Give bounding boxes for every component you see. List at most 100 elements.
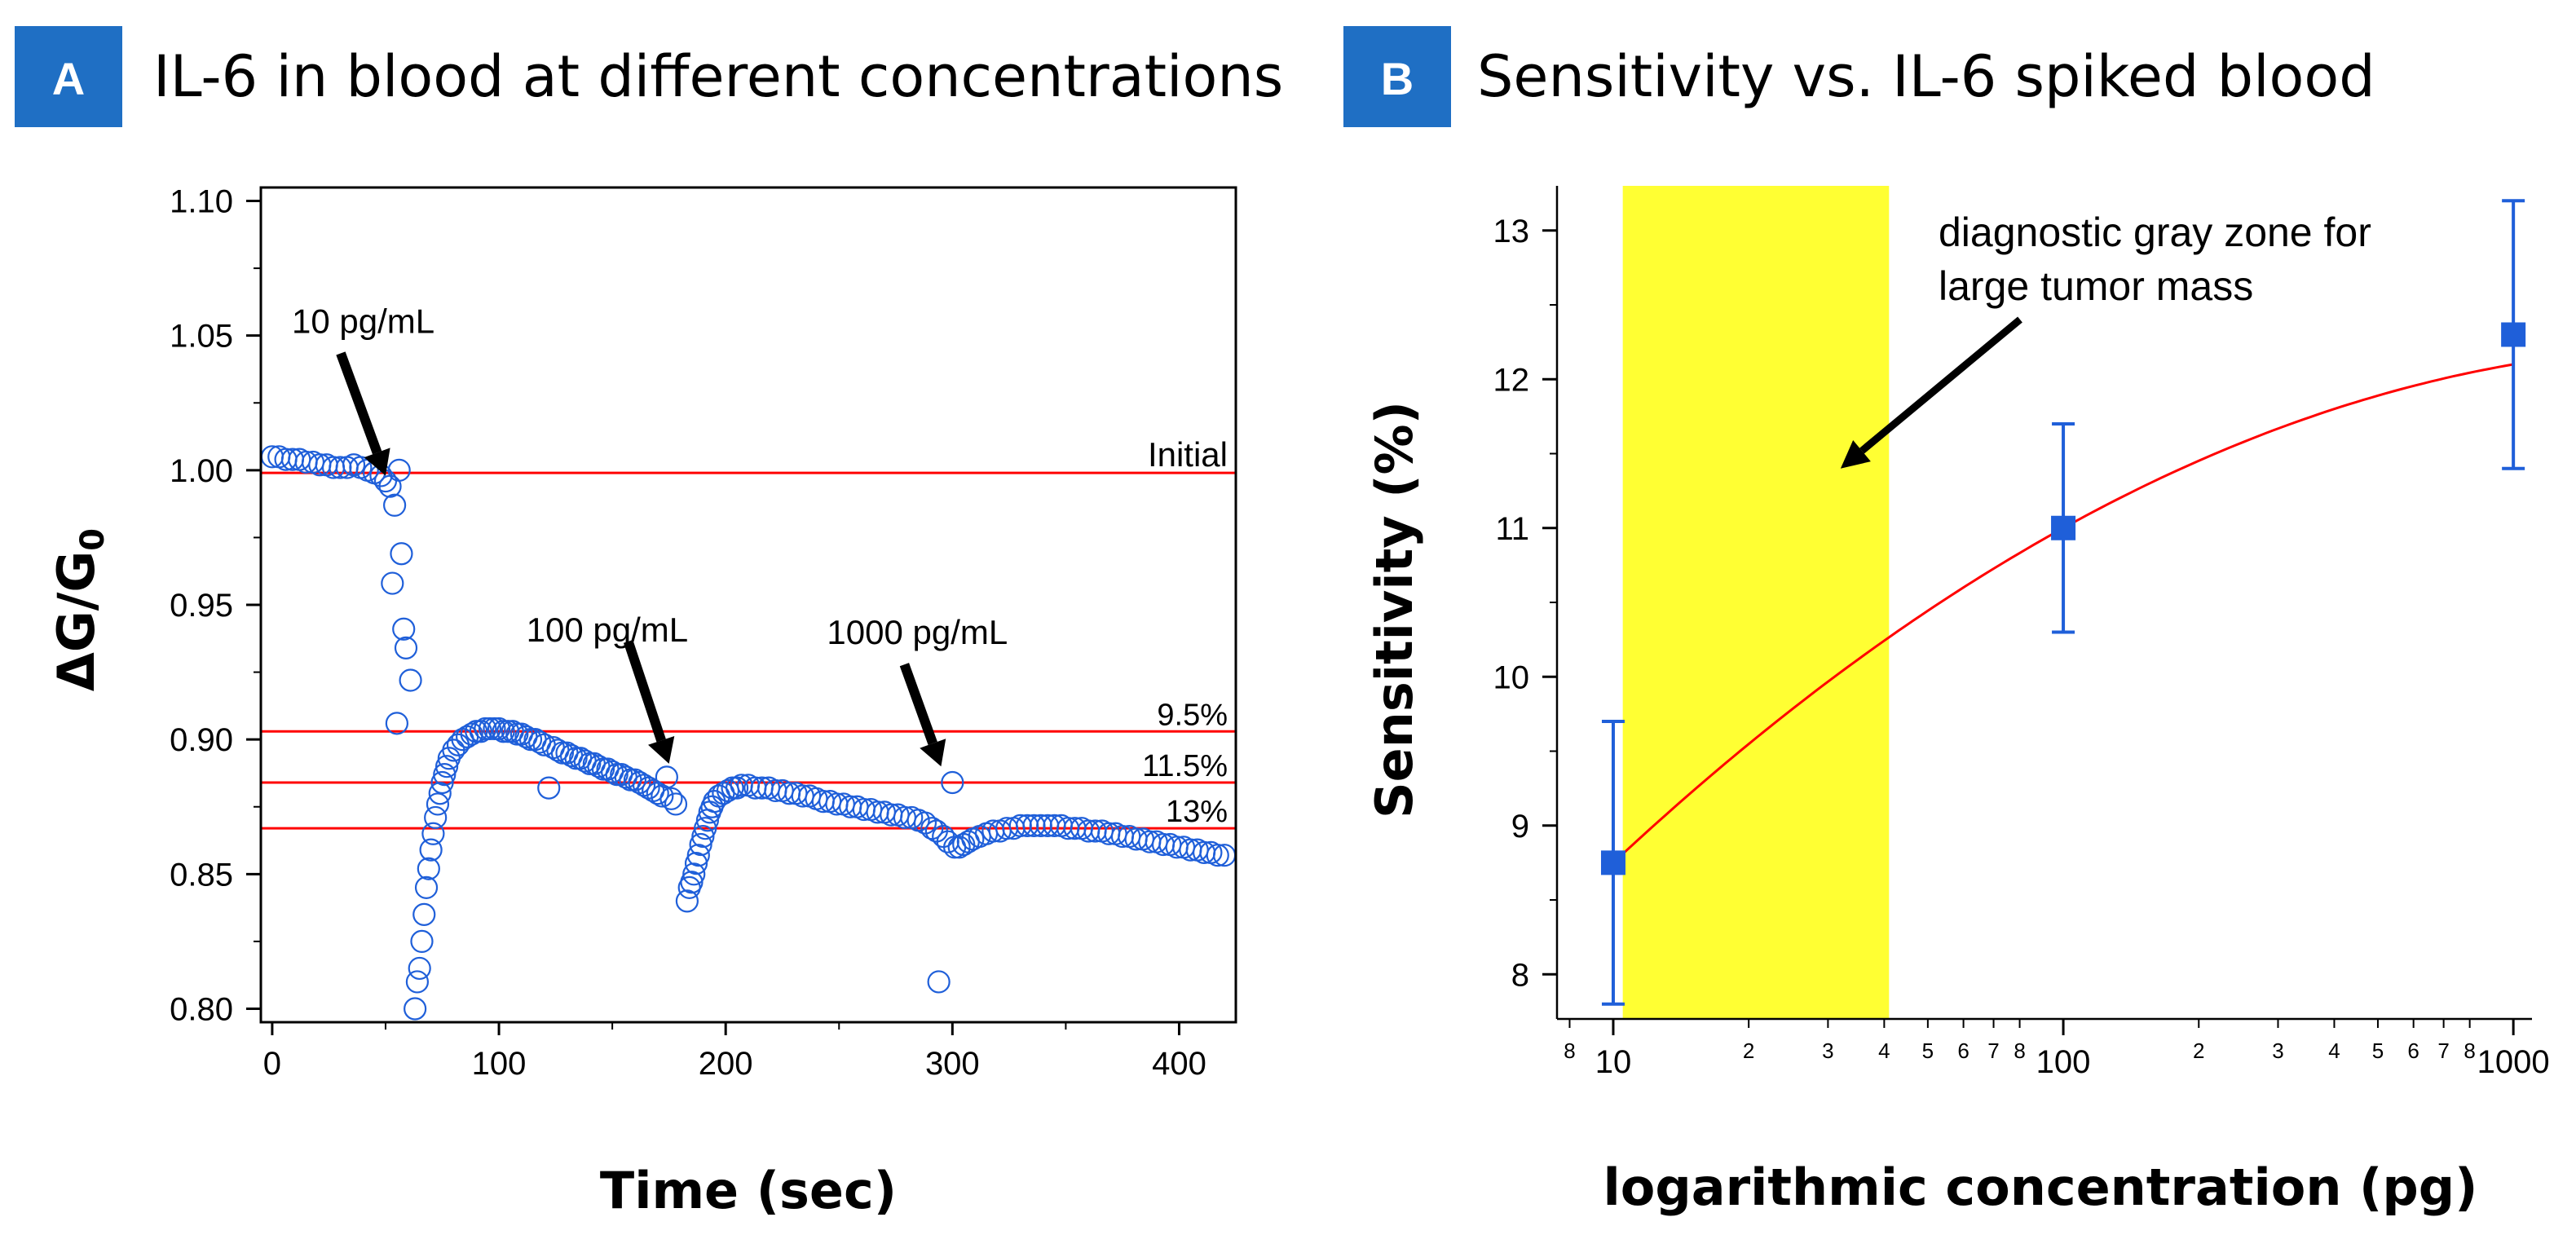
panel-a-x-tick-label-2: 200 — [699, 1046, 753, 1082]
panel-a-y-axis-title-sub: 0 — [74, 528, 112, 551]
panel-b-y-axis-title: Sensitivity (%) — [1365, 401, 1424, 818]
panel-a-ref-label-3: 13% — [1166, 795, 1228, 829]
panel-a-point-34 — [419, 838, 443, 862]
panel-a-ref-label-2: 11.5% — [1142, 749, 1228, 783]
panel-b-badge — [1343, 26, 1451, 127]
panel-a-point-47 — [460, 722, 483, 746]
panel-a-point-89 — [651, 784, 674, 808]
panel-b-arrow — [1859, 316, 2022, 454]
panel-b-y-tick-label-4: 12 — [1493, 362, 1530, 398]
panel-a-point-185 — [1206, 844, 1229, 867]
panel-b-x-minor-label-13: 7 — [2437, 1039, 2449, 1063]
panel-a-point-90 — [655, 765, 678, 789]
panel-b-x-minor-label-10: 4 — [2328, 1039, 2340, 1063]
panel-b-point-0 — [1600, 850, 1625, 875]
panel-b-arrowhead — [1840, 439, 1871, 469]
panel-a-point-101 — [694, 817, 717, 840]
panel-a-x-axis-title: Time (sec) — [600, 1161, 897, 1220]
panel-b-data-points — [1600, 322, 2526, 875]
panel-a-point-38 — [428, 782, 452, 805]
panel-a-point-70 — [564, 747, 588, 770]
panel-a-point-54 — [492, 720, 515, 743]
panel-b-y-tick-label-2: 10 — [1493, 659, 1530, 695]
panel-a-arrow-0 — [336, 351, 382, 455]
panel-b-x-minor-label-0: 8 — [1564, 1039, 1575, 1063]
panel-a-y-tick-label-5: 1.05 — [170, 319, 233, 355]
panel-a-annotation-1: 100 pg/mL — [527, 611, 688, 649]
panel-a-point-55 — [496, 720, 520, 743]
panel-b-annotation: diagnostic gray zone for large tumor mass — [1840, 209, 2371, 469]
panel-a-point-91 — [659, 787, 683, 810]
panel-a-point-40 — [433, 763, 457, 787]
panel-a-point-73 — [578, 752, 602, 775]
panel-a-point-93 — [675, 889, 699, 913]
panel-a-ref-label-0: Initial — [1148, 435, 1228, 474]
panel-b-x-tick-label-0: 10 — [1595, 1044, 1632, 1080]
panel-a-point-92 — [664, 792, 688, 816]
panel-a-point-35 — [421, 822, 445, 845]
panel-a-plot: Initial 9.5% 11.5% 13% 0 100 200 300 400 0.80 0.8… — [46, 184, 1237, 1220]
panel-a-point-41 — [434, 755, 459, 778]
panel-a-point-36 — [424, 805, 448, 830]
panel-b-x-minor-label-5: 6 — [1957, 1039, 1969, 1063]
panel-a-point-95 — [680, 871, 704, 894]
panel-a-arrowhead-2 — [920, 739, 946, 767]
panel-a-annotations: 10 pg/mL 100 pg/mL 1000 pg/mL — [292, 302, 1008, 767]
panel-a-x-tick-label-4: 400 — [1152, 1046, 1206, 1082]
panel-b-x-minor-label-14: 8 — [2464, 1039, 2475, 1063]
panel-a-arrowhead-0 — [364, 448, 390, 476]
panel-a-y-tick-label-1: 0.85 — [170, 857, 233, 893]
panel-a-badge — [15, 26, 122, 127]
panel-a-point-33 — [417, 857, 440, 880]
panel-a-point-26 — [399, 668, 422, 692]
panel-a-point-51 — [478, 717, 502, 741]
panel-a-y-tick-label-6: 1.10 — [170, 184, 233, 220]
panel-a-data-points — [261, 445, 1236, 1021]
panel-a-x-tick-label-0: 0 — [263, 1046, 281, 1082]
panel-a-point-31 — [412, 902, 436, 926]
panel-a-y-axis-title-main: ΔG/G — [46, 551, 106, 691]
panel-a-point-57 — [505, 722, 529, 746]
panel-a-point-25 — [394, 636, 418, 659]
panel-b-badge-label: B — [1381, 53, 1414, 104]
panel-a-point-97 — [684, 852, 708, 875]
panel-a-point-27 — [404, 997, 427, 1021]
panel-a-title: IL-6 in blood at different concentration… — [153, 43, 1283, 110]
panel-a-y-tick-label-4: 1.00 — [170, 453, 233, 489]
panel-a-point-139 — [920, 817, 944, 840]
panel-a-point-60 — [518, 728, 543, 752]
panel-b-x-axis-title: logarithmic concentration (pg) — [1603, 1158, 2478, 1217]
panel-a-point-64 — [537, 776, 561, 800]
panel-b-x-tick-label-2: 1000 — [2477, 1044, 2550, 1080]
panel-b-x-minor-label-2: 3 — [1822, 1039, 1833, 1063]
panel-a-point-48 — [465, 720, 488, 743]
panel-a-x-tick-label-1: 100 — [472, 1046, 527, 1082]
panel-a-point-52 — [483, 717, 506, 741]
panel-a-point-138 — [913, 811, 937, 835]
panel-a-y-axis-title: ΔG/G0 — [46, 528, 112, 691]
panel-a-point-98 — [686, 844, 710, 867]
panel-a-point-109 — [721, 776, 744, 800]
panel-a-reference-lines: Initial 9.5% 11.5% 13% — [261, 435, 1236, 830]
panel-a-point-141 — [927, 970, 951, 994]
panel-a-point-32 — [414, 875, 439, 899]
panel-a-point-67 — [550, 741, 575, 765]
panel-b-gray-zone — [1622, 186, 1890, 1019]
panel-b-x-minor-label-3: 4 — [1878, 1039, 1890, 1063]
panel-a-point-22 — [385, 712, 408, 735]
panel-a-point-28 — [405, 970, 430, 994]
panel-a-annotation-0: 10 pg/mL — [292, 302, 434, 340]
panel-a-arrowhead-1 — [648, 736, 675, 764]
panel-a-badge-label: A — [52, 53, 85, 104]
panel-a-point-21 — [381, 571, 404, 595]
panel-b-y-tick-label-5: 13 — [1493, 214, 1530, 249]
panel-b-point-2 — [2501, 322, 2526, 347]
panel-b-x-minor-label-1: 2 — [1743, 1039, 1754, 1063]
panel-a-arrow-2 — [899, 663, 937, 745]
panel-b-x-minor-label-9: 3 — [2272, 1039, 2283, 1063]
panel-b-x-minor-label-12: 6 — [2407, 1039, 2419, 1063]
panel-a-annotation-2: 1000 pg/mL — [827, 613, 1008, 651]
panel-b-note-line-1: large tumor mass — [1939, 263, 2253, 309]
